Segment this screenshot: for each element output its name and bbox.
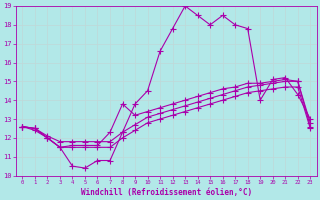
X-axis label: Windchill (Refroidissement éolien,°C): Windchill (Refroidissement éolien,°C) — [81, 188, 252, 197]
